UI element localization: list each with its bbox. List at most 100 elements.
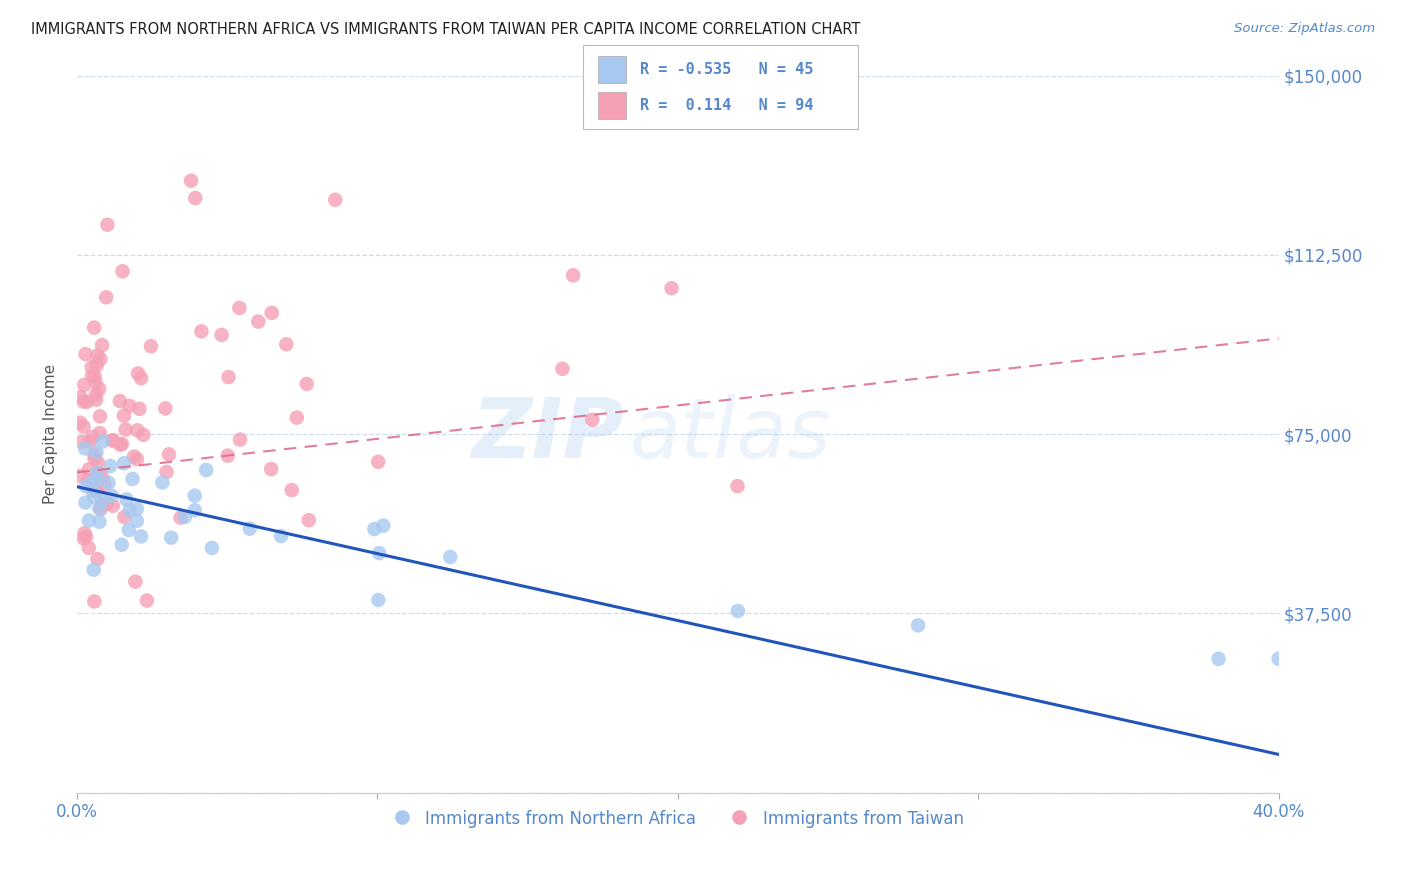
Point — [87, 456, 110, 470]
Point — [228, 301, 250, 315]
Point — [86, 358, 108, 372]
Point — [661, 281, 683, 295]
Point — [169, 510, 191, 524]
Point — [72, 394, 94, 409]
Point — [82, 430, 104, 444]
Point — [111, 437, 134, 451]
Point — [907, 618, 929, 632]
Point — [69, 416, 91, 430]
Point — [125, 452, 148, 467]
Point — [101, 499, 124, 513]
Point — [211, 327, 233, 342]
Point — [73, 377, 96, 392]
Point — [562, 268, 585, 283]
Text: R = -0.535   N = 45: R = -0.535 N = 45 — [640, 62, 813, 77]
Point — [129, 529, 152, 543]
Point — [128, 401, 150, 416]
Point — [77, 462, 100, 476]
Point — [118, 399, 141, 413]
Point — [86, 476, 108, 491]
Point — [124, 574, 146, 589]
Point — [180, 174, 202, 188]
Point — [127, 423, 149, 437]
Point — [83, 369, 105, 384]
Point — [86, 445, 108, 459]
Point — [83, 563, 105, 577]
Point — [96, 218, 118, 232]
Point — [132, 428, 155, 442]
Point — [89, 426, 111, 441]
Point — [86, 349, 108, 363]
Point — [367, 455, 389, 469]
Point — [368, 546, 391, 560]
Point — [69, 468, 91, 483]
Point — [83, 451, 105, 466]
Point — [367, 593, 389, 607]
Point — [91, 434, 114, 449]
Point — [73, 526, 96, 541]
Point — [439, 549, 461, 564]
Point — [295, 376, 318, 391]
Point — [73, 442, 96, 456]
Point — [77, 514, 100, 528]
Point — [87, 472, 110, 486]
Point — [86, 552, 108, 566]
Point — [101, 434, 124, 448]
Text: Source: ZipAtlas.com: Source: ZipAtlas.com — [1234, 22, 1375, 36]
Point — [69, 390, 91, 404]
Text: R =  0.114   N = 94: R = 0.114 N = 94 — [640, 98, 813, 112]
Point — [96, 496, 118, 510]
Point — [1267, 652, 1289, 666]
Point — [100, 489, 122, 503]
Point — [76, 394, 98, 409]
Point — [195, 463, 218, 477]
Point — [229, 433, 252, 447]
Point — [218, 370, 240, 384]
Point — [75, 479, 97, 493]
Point — [100, 458, 122, 473]
Point — [217, 449, 239, 463]
Point — [150, 475, 173, 490]
Point — [280, 483, 302, 497]
Point — [727, 479, 749, 493]
Point — [112, 409, 135, 423]
Point — [111, 264, 134, 278]
Point — [298, 513, 321, 527]
Legend: Immigrants from Northern Africa, Immigrants from Taiwan: Immigrants from Northern Africa, Immigra… — [385, 803, 970, 835]
Point — [118, 503, 141, 517]
Point — [86, 466, 108, 480]
Point — [75, 347, 97, 361]
Point — [127, 367, 149, 381]
Y-axis label: Per Capita Income: Per Capita Income — [44, 364, 58, 504]
Point — [96, 290, 118, 304]
Point — [373, 518, 395, 533]
Point — [114, 423, 136, 437]
Point — [121, 472, 143, 486]
Point — [285, 410, 308, 425]
Point — [89, 382, 111, 396]
Point — [84, 392, 107, 407]
Point — [183, 503, 205, 517]
Point — [129, 371, 152, 385]
Point — [97, 475, 120, 490]
Point — [91, 497, 114, 511]
Point — [136, 593, 159, 607]
Text: ZIP: ZIP — [471, 393, 624, 475]
Point — [101, 434, 124, 448]
Point — [84, 387, 107, 401]
Point — [247, 315, 270, 329]
Point — [83, 448, 105, 462]
Point — [77, 473, 100, 487]
Point — [110, 438, 132, 452]
Point — [75, 530, 97, 544]
Point — [270, 529, 292, 543]
Point — [157, 447, 180, 461]
Point — [87, 467, 110, 482]
Point — [260, 462, 283, 476]
Point — [112, 510, 135, 524]
Point — [72, 419, 94, 434]
Point — [727, 604, 749, 618]
Point — [239, 522, 262, 536]
Point — [84, 375, 107, 389]
Point — [83, 594, 105, 608]
